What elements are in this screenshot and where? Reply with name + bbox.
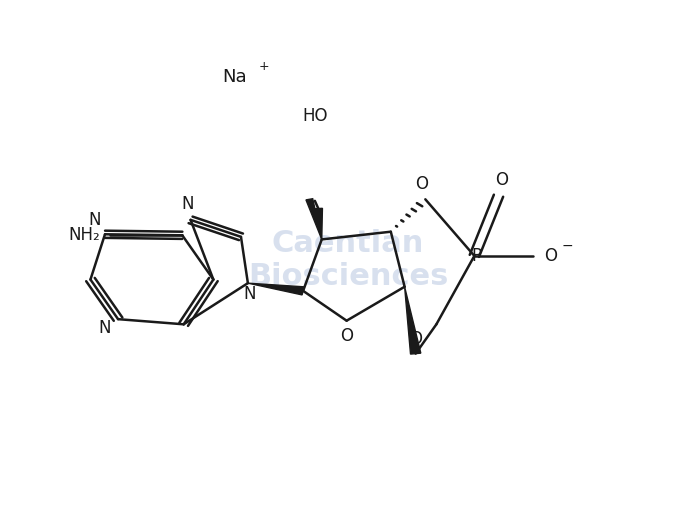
Text: O: O — [416, 175, 428, 193]
Text: N: N — [181, 196, 193, 213]
Text: N: N — [243, 285, 255, 304]
Text: O: O — [496, 171, 509, 189]
Text: O: O — [340, 327, 353, 345]
Text: NH₂: NH₂ — [68, 226, 100, 244]
Text: Caentian
Biosciences: Caentian Biosciences — [248, 229, 448, 291]
Text: −: − — [562, 239, 574, 253]
Text: HO: HO — [302, 107, 328, 125]
Polygon shape — [248, 283, 304, 295]
Polygon shape — [314, 209, 322, 239]
Text: N: N — [88, 211, 101, 229]
Text: Na: Na — [222, 68, 247, 86]
Text: +: + — [258, 60, 269, 73]
Polygon shape — [306, 199, 322, 239]
Text: N: N — [98, 319, 111, 337]
Polygon shape — [404, 287, 421, 354]
Text: O: O — [409, 330, 422, 348]
Text: P: P — [471, 247, 482, 265]
Text: O: O — [544, 247, 557, 265]
